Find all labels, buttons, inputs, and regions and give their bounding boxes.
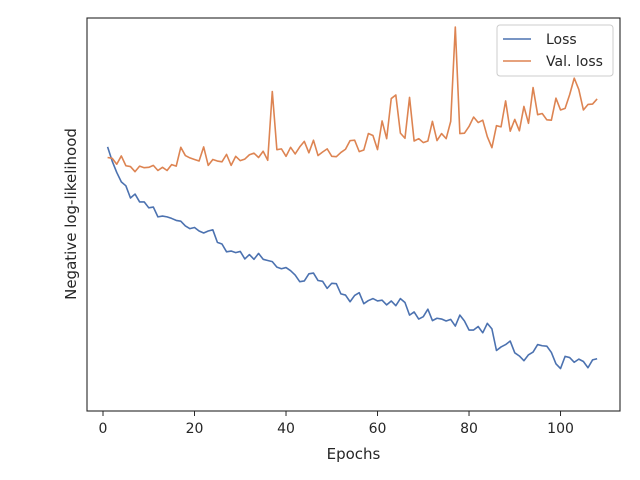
x-tick-label: 20 [186,421,204,437]
legend: Loss Val. loss [496,24,614,77]
x-axis-label: Epochs [327,445,381,463]
x-tick-label: 0 [99,421,108,437]
series-line-loss [106,146,598,370]
x-tick-label: 40 [277,421,295,437]
axes-frame [86,17,621,412]
plot-area [106,26,598,370]
series-line-val-loss [107,26,598,173]
legend-label-loss: Loss [546,32,577,48]
legend-box [496,24,614,77]
x-axis-ticks: 0 20 40 60 80 100 [99,411,574,437]
legend-label-val-loss: Val. loss [546,54,603,70]
x-tick-label: 60 [369,421,387,437]
x-tick-label: 100 [547,421,574,437]
y-axis-label: Negative log-likelihood [62,128,80,300]
x-tick-label: 80 [460,421,478,437]
